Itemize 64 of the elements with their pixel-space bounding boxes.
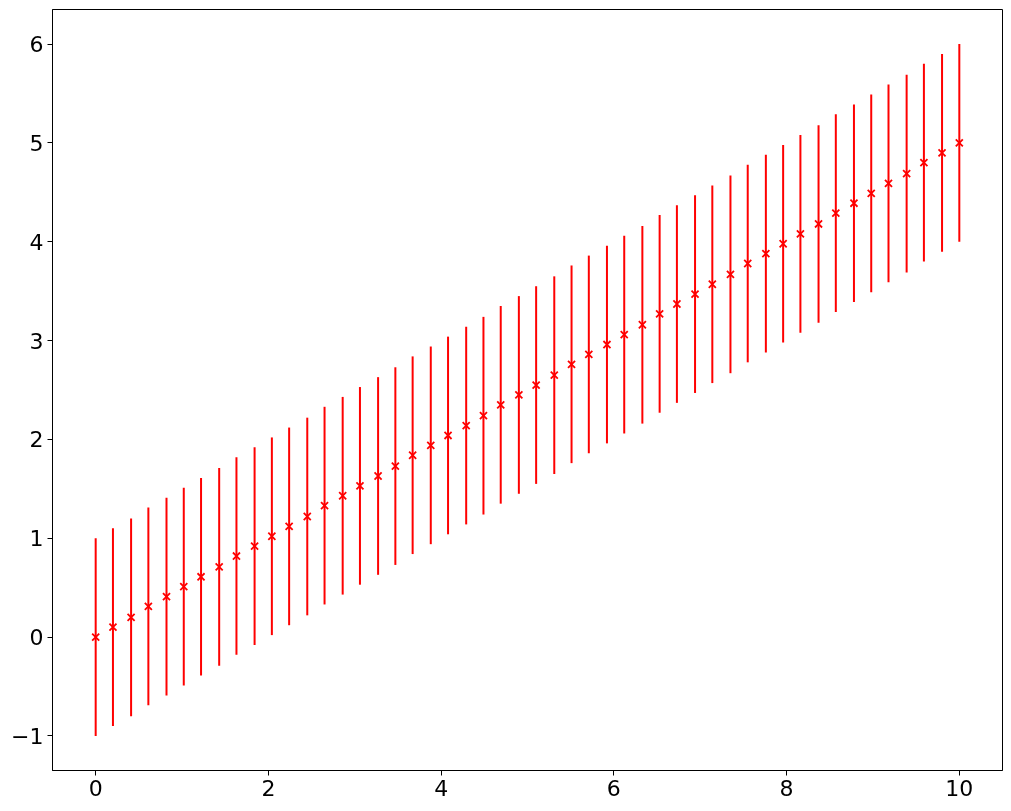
point <box>726 269 735 279</box>
point <box>814 219 823 229</box>
point <box>91 632 101 642</box>
y-tick-label: 4 <box>29 229 44 255</box>
point <box>126 612 136 622</box>
y-tick-label: −1 <box>11 723 44 749</box>
point <box>549 370 559 380</box>
x-tick-label: 2 <box>261 775 276 801</box>
point <box>373 471 383 481</box>
point <box>902 169 912 178</box>
point <box>866 188 876 198</box>
point <box>408 450 418 460</box>
point <box>778 239 788 249</box>
x-tick-label: 6 <box>606 775 621 801</box>
point <box>795 229 805 239</box>
point <box>232 551 241 561</box>
point <box>919 158 929 168</box>
point <box>672 299 682 309</box>
point <box>743 259 753 268</box>
point <box>355 481 365 491</box>
point <box>602 340 612 349</box>
x-tick-label: 0 <box>88 775 103 801</box>
point <box>196 572 206 582</box>
point <box>690 289 700 299</box>
y-tick-label: 5 <box>29 130 44 156</box>
point <box>531 380 541 390</box>
x-tick-label: 4 <box>434 775 449 801</box>
point <box>179 582 189 592</box>
y-tick-label: 3 <box>29 328 44 354</box>
point <box>162 592 171 601</box>
point <box>831 208 841 218</box>
point <box>108 622 118 632</box>
point <box>849 198 859 208</box>
point <box>707 279 717 289</box>
y-tick-label: 2 <box>29 427 44 453</box>
point <box>567 359 576 369</box>
point <box>461 421 471 431</box>
y-tick-label: 6 <box>29 32 44 58</box>
point <box>937 148 947 158</box>
point <box>443 431 453 440</box>
point <box>514 390 524 400</box>
point <box>655 309 665 319</box>
point <box>284 521 294 531</box>
point <box>619 330 629 340</box>
point <box>214 562 224 572</box>
point <box>143 602 153 611</box>
point <box>761 249 771 259</box>
y-tick-label: 1 <box>29 526 44 552</box>
point <box>884 179 893 188</box>
point <box>479 411 488 421</box>
point <box>954 138 964 148</box>
y-tick-label: 0 <box>29 625 44 651</box>
point <box>338 491 348 501</box>
point <box>637 320 647 330</box>
point <box>250 541 260 551</box>
x-tick-label: 10 <box>945 775 974 801</box>
point <box>390 461 400 471</box>
point <box>267 531 277 541</box>
point <box>302 512 312 521</box>
point <box>426 440 436 450</box>
point <box>584 349 594 359</box>
x-tick-label: 8 <box>779 775 794 801</box>
point <box>496 400 506 410</box>
point <box>320 501 329 511</box>
